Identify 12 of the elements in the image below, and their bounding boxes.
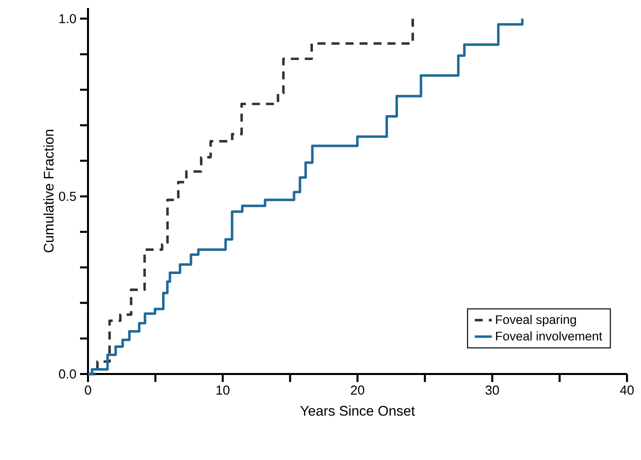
y-tick-label: 0.0 [58,369,76,379]
x-tick-label: 30 [486,386,499,395]
y-axis-title: Cumulative Fraction [43,130,54,252]
x-tick-label: 40 [620,386,634,395]
x-tick-label: 10 [216,386,230,395]
x-tick-label: 20 [350,386,364,395]
y-tick-label: 1.0 [59,14,76,24]
y-tick-label: 0.5 [58,192,76,201]
x-tick-label: 0 [84,386,92,395]
x-axis-title: Years Since Onset [300,406,415,416]
legend-label: Foveal sparing [496,314,576,326]
legend-label: Foveal involvement [496,331,602,341]
